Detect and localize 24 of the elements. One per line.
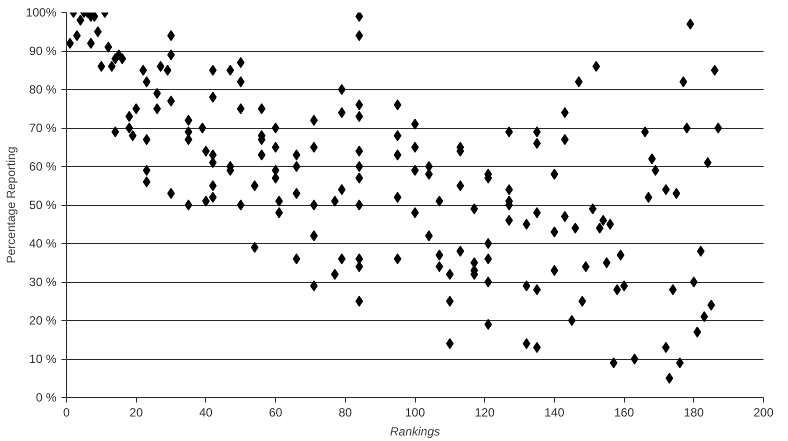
- y-tick-label: 100%: [26, 6, 57, 20]
- x-axis-title: Rankings: [390, 424, 440, 438]
- y-tick-label: 90 %: [29, 44, 57, 58]
- y-tick-label: 10 %: [29, 352, 57, 366]
- y-tick-label: 30 %: [29, 275, 57, 289]
- y-tick-label: 60 %: [29, 160, 57, 174]
- x-tick-label: 0: [63, 406, 70, 420]
- y-tick-label: 40 %: [29, 236, 57, 250]
- y-axis-title: Percentage Reporting: [4, 146, 18, 264]
- x-tick-label: 80: [338, 406, 352, 420]
- y-tick-label: 80 %: [29, 82, 57, 96]
- x-tick-label: 60: [268, 406, 283, 420]
- x-tick-label: 140: [544, 406, 565, 420]
- x-tick-label: 100: [404, 406, 426, 420]
- y-tick-label: 0 %: [36, 390, 57, 404]
- x-tick-label: 180: [684, 406, 704, 420]
- y-tick-label: 70 %: [29, 121, 57, 135]
- x-tick-label: 40: [199, 406, 213, 420]
- x-tick-label: 20: [130, 406, 144, 420]
- y-tick-label: 20 %: [29, 314, 57, 328]
- x-tick-label: 120: [474, 406, 496, 420]
- x-tick-label: 200: [753, 406, 774, 420]
- y-tick-label: 50 %: [29, 198, 57, 212]
- x-tick-label: 160: [614, 406, 634, 420]
